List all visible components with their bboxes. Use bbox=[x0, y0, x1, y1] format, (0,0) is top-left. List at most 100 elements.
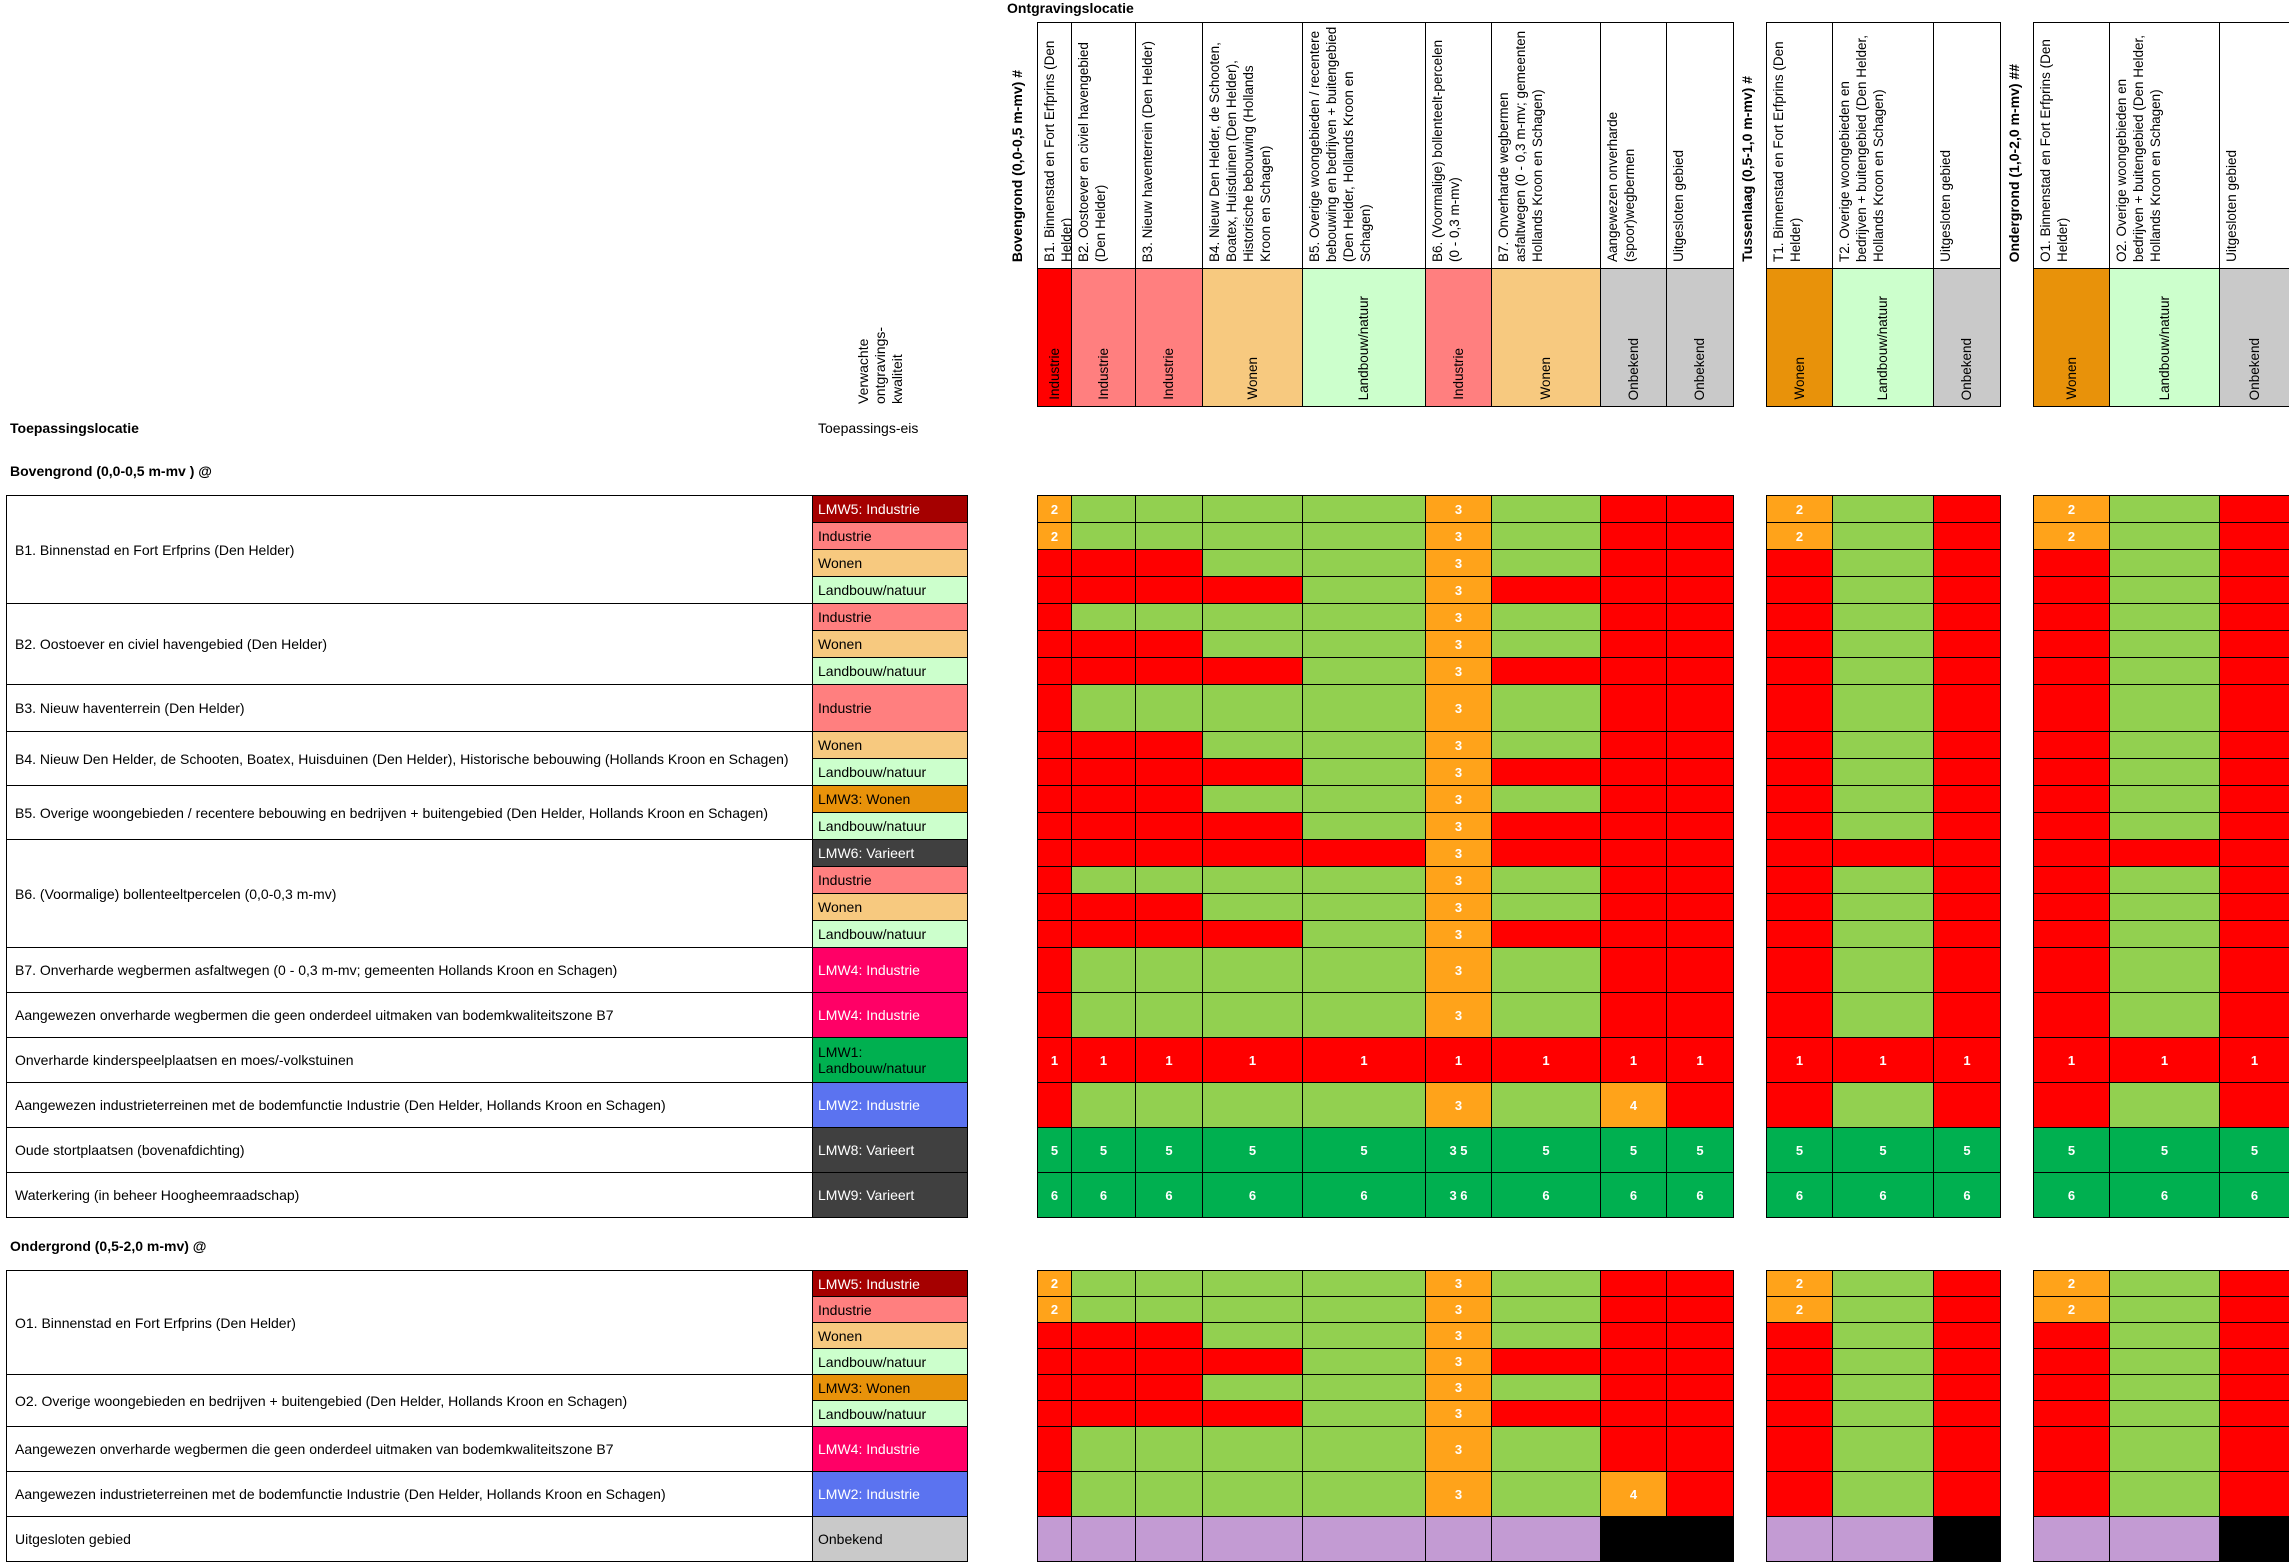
matrix-cell bbox=[1202, 1426, 1303, 1472]
matrix-cell bbox=[1135, 947, 1203, 993]
matrix-cell bbox=[1666, 657, 1734, 685]
matrix-cell bbox=[1933, 992, 2001, 1038]
matrix-cell bbox=[1135, 1426, 1203, 1472]
matrix-cell bbox=[1666, 1471, 1734, 1517]
requirement-cell: Landbouw/natuur bbox=[812, 657, 968, 685]
matrix-cell bbox=[1832, 893, 1934, 921]
matrix-cell bbox=[1666, 731, 1734, 759]
toepassingslocatie-title: Toepassingslocatie bbox=[10, 420, 139, 436]
column-category-label: Industrie bbox=[1450, 348, 1466, 400]
matrix-cell bbox=[1832, 1322, 1934, 1349]
matrix-cell: 6 bbox=[1600, 1172, 1667, 1218]
matrix-cell bbox=[1600, 1270, 1667, 1297]
matrix-cell bbox=[1600, 839, 1667, 867]
matrix-cell: 5 bbox=[1135, 1127, 1203, 1173]
matrix-cell bbox=[1302, 893, 1426, 921]
matrix-cell bbox=[2109, 1296, 2220, 1323]
matrix-cell bbox=[2219, 1516, 2289, 1562]
matrix-cell bbox=[1832, 731, 1934, 759]
matrix-cell bbox=[1766, 684, 1833, 732]
matrix-cell bbox=[2109, 1270, 2220, 1297]
matrix-cell bbox=[1666, 576, 1734, 604]
column-header-label: O1. Binnenstad en Fort Erfprins (Den Hel… bbox=[2038, 39, 2070, 262]
matrix-cell bbox=[1037, 1426, 1072, 1472]
matrix-cell bbox=[1037, 920, 1072, 948]
matrix-cell bbox=[1071, 1270, 1136, 1297]
application-location-label: Aangewezen industrieterreinen met de bod… bbox=[15, 1097, 666, 1113]
matrix-cell bbox=[1933, 495, 2001, 523]
matrix-cell bbox=[1202, 1374, 1303, 1401]
matrix-cell bbox=[1071, 1426, 1136, 1472]
matrix-cell bbox=[2109, 522, 2220, 550]
matrix-cell bbox=[1135, 731, 1203, 759]
application-location-row: Aangewezen industrieterreinen met de bod… bbox=[6, 1471, 813, 1517]
matrix-cell bbox=[1832, 785, 1934, 813]
application-location-label: B7. Onverharde wegbermen asfaltwegen (0 … bbox=[15, 962, 618, 978]
application-location-row: B4. Nieuw Den Helder, de Schooten, Boate… bbox=[6, 731, 813, 786]
matrix-cell bbox=[1491, 1322, 1601, 1349]
matrix-cell bbox=[1766, 812, 1833, 840]
matrix-cell bbox=[1933, 1516, 2001, 1562]
matrix-cell bbox=[1766, 1471, 1833, 1517]
column-category-label: Industrie bbox=[1095, 348, 1111, 400]
column-category: Onbekend bbox=[1933, 268, 2001, 407]
matrix-cell bbox=[1202, 1296, 1303, 1323]
matrix-cell bbox=[1037, 1082, 1072, 1128]
matrix-cell bbox=[1202, 812, 1303, 840]
matrix-cell bbox=[1037, 630, 1072, 658]
matrix-cell bbox=[1135, 495, 1203, 523]
matrix-cell bbox=[1071, 992, 1136, 1038]
matrix-cell: 3 bbox=[1425, 839, 1492, 867]
matrix-cell bbox=[1491, 495, 1601, 523]
matrix-cell: 5 bbox=[1832, 1127, 1934, 1173]
matrix-cell: 3 5 bbox=[1425, 1127, 1492, 1173]
matrix-cell: 4 bbox=[1600, 1082, 1667, 1128]
matrix-cell bbox=[2033, 1516, 2110, 1562]
matrix-cell: 3 bbox=[1425, 1471, 1492, 1517]
matrix-cell bbox=[1202, 522, 1303, 550]
matrix-cell bbox=[2219, 549, 2289, 577]
matrix-cell bbox=[1302, 1374, 1426, 1401]
matrix-cell bbox=[1600, 920, 1667, 948]
matrix-cell bbox=[1766, 785, 1833, 813]
matrix-cell bbox=[1933, 731, 2001, 759]
matrix-cell bbox=[1302, 1400, 1426, 1427]
matrix-cell: 3 bbox=[1425, 684, 1492, 732]
matrix-cell: 5 bbox=[1302, 1127, 1426, 1173]
matrix-cell bbox=[1832, 947, 1934, 993]
matrix-cell bbox=[1600, 576, 1667, 604]
column-section-header: Tussenlaag (0,5-1,0 m-mv) # bbox=[1733, 22, 1766, 268]
matrix-cell bbox=[1832, 1400, 1934, 1427]
matrix-cell bbox=[1202, 495, 1303, 523]
matrix-cell bbox=[1666, 549, 1734, 577]
matrix-cell bbox=[1135, 893, 1203, 921]
matrix-cell bbox=[2109, 893, 2220, 921]
column-header-label: B5. Overige woongebieden / recentere beb… bbox=[1307, 26, 1373, 262]
matrix-cell: 2 bbox=[1037, 1296, 1072, 1323]
matrix-cell bbox=[1135, 992, 1203, 1038]
matrix-cell: 1 bbox=[1037, 1037, 1072, 1083]
matrix-cell bbox=[1302, 603, 1426, 631]
application-location-label: B5. Overige woongebieden / recentere beb… bbox=[15, 804, 769, 821]
matrix-cell bbox=[1037, 657, 1072, 685]
matrix-cell bbox=[1933, 576, 2001, 604]
application-location-label: B2. Oostoever en civiel havengebied (Den… bbox=[15, 636, 328, 652]
column-header: B3. Nieuw haventerrein (Den Helder) bbox=[1135, 22, 1203, 269]
matrix-cell bbox=[1037, 758, 1072, 786]
matrix-cell bbox=[1202, 758, 1303, 786]
matrix-cell bbox=[1135, 603, 1203, 631]
column-category: Wonen bbox=[1202, 268, 1303, 407]
matrix-cell bbox=[1071, 630, 1136, 658]
matrix-cell bbox=[2109, 992, 2220, 1038]
matrix-cell bbox=[2109, 812, 2220, 840]
column-category-label: Landbouw/natuur bbox=[1875, 295, 1890, 400]
matrix-cell bbox=[2109, 657, 2220, 685]
matrix-cell bbox=[1135, 549, 1203, 577]
matrix-cell bbox=[1302, 549, 1426, 577]
column-category: Landbouw/natuur bbox=[2109, 268, 2220, 407]
requirement-cell: LMW8: Varieert bbox=[812, 1127, 968, 1173]
matrix-cell bbox=[1600, 549, 1667, 577]
matrix-cell bbox=[1202, 603, 1303, 631]
matrix-cell bbox=[1933, 522, 2001, 550]
matrix-cell bbox=[1302, 1322, 1426, 1349]
